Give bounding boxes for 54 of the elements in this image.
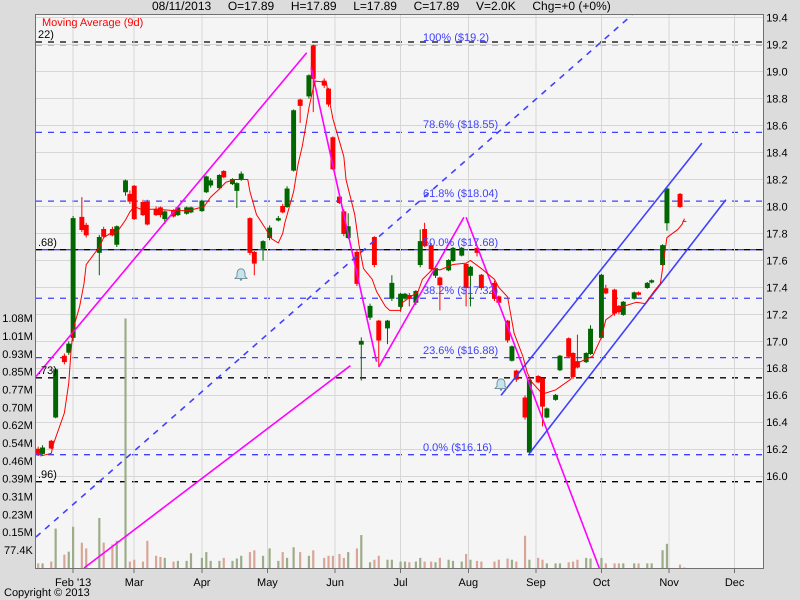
- x-tick-label: Jul: [394, 577, 408, 590]
- x-tick-label: Jun: [326, 577, 344, 590]
- x-tick-label: Sep: [526, 577, 546, 590]
- x-tick-label: Apr: [193, 577, 211, 590]
- y-tick-label: 17.6: [766, 255, 788, 268]
- y-tick-label: 17.4: [766, 282, 788, 294]
- y2-tick-label: 0.23M: [2, 509, 33, 522]
- y-tick-label: 17.0: [766, 336, 788, 348]
- annotation: .68): [38, 237, 57, 249]
- x-tick-label: Oct: [592, 577, 610, 590]
- y-tick-label: 18.6: [766, 120, 788, 132]
- x-tick-label: Feb '13: [54, 577, 92, 590]
- y-tick-label: 18.0: [766, 201, 788, 214]
- y2-tick-label: 0.70M: [2, 402, 33, 414]
- x-tick-label: Dec: [724, 577, 745, 590]
- y-tick-label: 16.4: [766, 417, 788, 430]
- text: Copyright © 2013: [4, 587, 90, 599]
- y-tick-label: 18.8: [766, 93, 788, 106]
- y-tick-label: 18.2: [766, 174, 788, 186]
- y-tick-label: 16.2: [766, 444, 788, 456]
- y2-tick-label: 0.93M: [2, 348, 33, 361]
- ref-line-label: 100% ($19.2): [423, 32, 490, 44]
- y2-tick-label: 0.62M: [2, 420, 33, 432]
- ref-line-label: 0.0% ($16.16): [423, 442, 492, 454]
- y-tick-label: 16.8: [766, 363, 788, 376]
- y2-tick-label: 1.08M: [2, 313, 33, 326]
- text: Moving Average (9d): [42, 17, 144, 29]
- y-tick-label: 19.2: [766, 40, 788, 52]
- y-tick-label: 19.0: [766, 66, 788, 78]
- y2-tick-label: 77.4K: [4, 545, 34, 558]
- chart-subtitle: 08/11/2013 O=17.89 H=17.89 L=17.89 C=17.89 V=2.0K Chg=+0 (+0%): [152, 0, 611, 13]
- y2-tick-label: 1.01M: [2, 331, 33, 343]
- ref-line-label: 23.6% ($16.88): [423, 345, 498, 357]
- ref-line-label: 61.8% ($18.04): [423, 188, 498, 200]
- x-tick-label: Mar: [124, 577, 144, 590]
- y2-tick-label: 0.77M: [2, 384, 33, 397]
- y-tick-label: 16.6: [766, 390, 788, 402]
- y2-tick-label: 0.54M: [2, 438, 33, 450]
- x-tick-label: May: [257, 577, 278, 590]
- annotation: 22): [38, 29, 54, 41]
- x-tick-label: Nov: [659, 577, 680, 590]
- ref-line-label: 78.6% ($18.55): [423, 119, 498, 131]
- y2-tick-label: 0.15M: [2, 527, 33, 540]
- y-tick-label: 19.4: [766, 12, 788, 25]
- y2-tick-label: 0.85M: [2, 366, 33, 379]
- y2-tick-label: 0.39M: [2, 474, 33, 486]
- y-tick-label: 17.8: [766, 228, 788, 240]
- x-tick-label: Aug: [458, 577, 478, 590]
- y2-tick-label: 0.31M: [2, 492, 33, 504]
- y-tick-label: 18.4: [766, 147, 788, 160]
- y2-tick-label: 0.46M: [2, 456, 33, 468]
- y-tick-label: 17.2: [766, 309, 788, 322]
- annotation: .96): [38, 469, 57, 481]
- y-tick-label: 16.0: [766, 471, 788, 484]
